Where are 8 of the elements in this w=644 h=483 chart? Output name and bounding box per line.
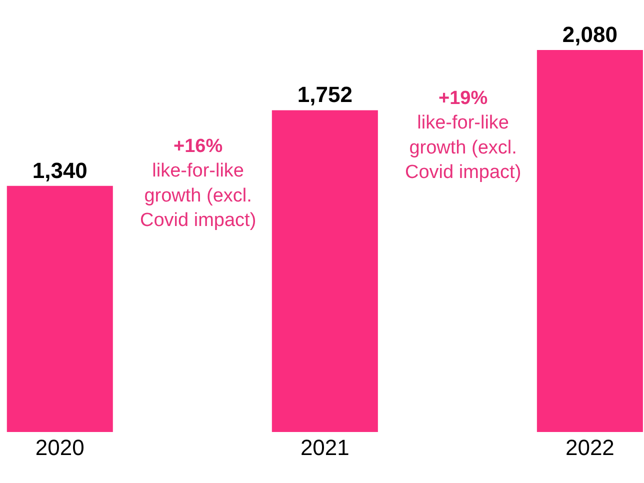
- annotation: +19% like-for-like growth (excl. Covid impact): [405, 88, 522, 184]
- x-tick-label: 2022: [565, 435, 614, 460]
- data-label: 1,340: [32, 158, 88, 183]
- data-label: 1,752: [297, 82, 352, 108]
- data-label: 2,080: [562, 22, 618, 47]
- annotation: +16% like-for-like growth (excl. Covid impact): [140, 136, 256, 232]
- x-tick-label: 2021: [300, 435, 350, 460]
- x-tick-label: 2020: [35, 435, 84, 460]
